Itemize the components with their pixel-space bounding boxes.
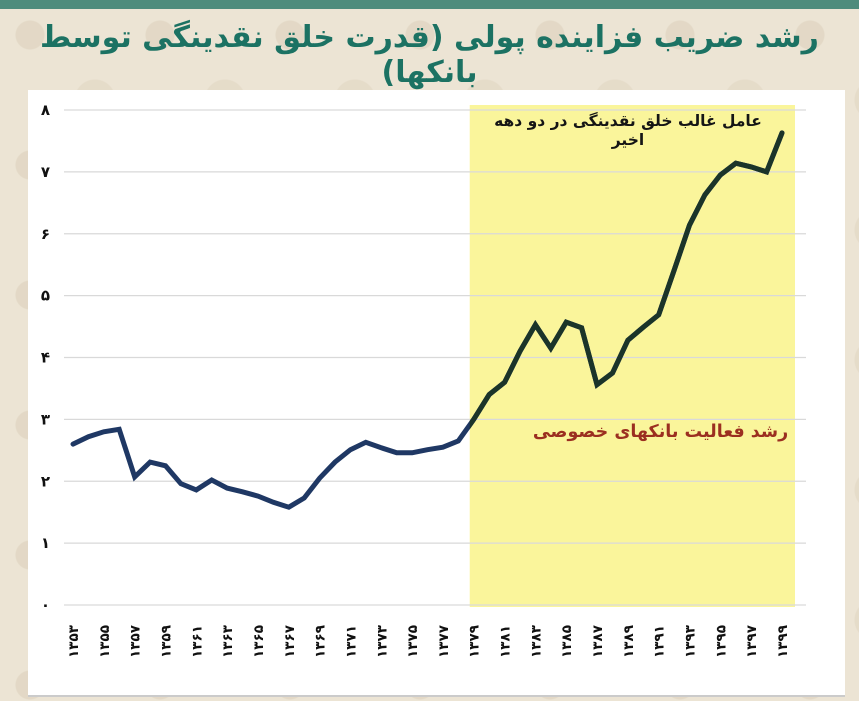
y-tick-label: ۸ xyxy=(41,101,50,119)
y-tick-label: ۱ xyxy=(41,534,50,552)
x-tick-label: ۱۳۹۳ xyxy=(683,624,699,658)
x-tick-label: ۱۳۵۹ xyxy=(158,625,174,658)
x-tick-label: ۱۳۶۳ xyxy=(220,624,236,658)
y-tick-label: ۷ xyxy=(41,163,50,181)
x-tick-label: ۱۳۸۹ xyxy=(621,625,637,658)
y-tick-label: ۶ xyxy=(41,225,50,243)
y-tick-label: ۵ xyxy=(41,287,50,305)
x-tick-label: ۱۳۷۵ xyxy=(405,625,421,658)
x-tick-label: ۱۳۶۹ xyxy=(313,625,329,658)
x-tick-label: ۱۳۶۱ xyxy=(189,625,205,658)
y-tick-label: ۳ xyxy=(41,410,50,428)
x-tick-label: ۱۳۹۹ xyxy=(775,625,791,658)
x-tick-label: ۱۳۷۷ xyxy=(436,624,452,658)
x-tick-label: ۱۳۸۳ xyxy=(528,624,544,658)
data-line-in-band xyxy=(469,130,785,430)
x-tick-label: ۱۳۸۵ xyxy=(559,625,575,658)
line-chart: ۰ ۱ ۲ ۳ ۴ ۵ ۶ ۷ ۸ ۱۳۵۳ ۱۳۵۵ ۱۳۵۷ ۱۳۵۹ ۱۳۶۱ ۱۳۶۳ ۱۳۶۵ ۱۳۶… xyxy=(41,101,806,658)
annotation-dominant-liquidity-factor: عامل غالب خلق نقدینگی در دو دهه اخیر xyxy=(494,112,762,150)
x-tick-label: ۱۳۷۳ xyxy=(374,624,390,658)
x-tick-label: ۱۳۵۷ xyxy=(128,624,144,658)
x-tick-label: ۱۳۶۷ xyxy=(282,624,298,658)
highlight-band xyxy=(469,105,795,607)
x-tick-label: ۱۳۷۱ xyxy=(343,625,359,658)
y-tick-label: ۰ xyxy=(41,596,50,614)
top-accent-bar xyxy=(0,0,859,9)
x-tick-label: ۱۳۷۹ xyxy=(467,625,483,658)
x-tick-label: ۱۳۶۵ xyxy=(251,625,267,658)
x-tick-label: ۱۳۵۵ xyxy=(97,625,113,658)
x-tick-label: ۱۳۸۷ xyxy=(590,624,606,658)
page-title: رشد ضریب فزاینده پولی (قدرت خلق نقدینگی … xyxy=(40,20,819,90)
x-tick-label: ۱۳۹۱ xyxy=(652,625,668,658)
x-tick-label: ۱۳۸۱ xyxy=(498,625,514,658)
annotation-private-banks-growth: رشد فعالیت بانکهای خصوصی xyxy=(532,422,789,442)
chart-panel: ۰ ۱ ۲ ۳ ۴ ۵ ۶ ۷ ۸ ۱۳۵۳ ۱۳۵۵ ۱۳۵۷ ۱۳۵۹ ۱۳۶۱ ۱۳۶۳ ۱۳۶۵ ۱۳۶… xyxy=(28,90,845,697)
y-tick-label: ۴ xyxy=(41,349,50,367)
x-tick-label: ۱۳۹۷ xyxy=(744,624,760,658)
x-tick-label: ۱۳۹۵ xyxy=(713,625,729,658)
x-tick-label: ۱۳۵۳ xyxy=(66,624,82,658)
y-tick-label: ۲ xyxy=(41,472,50,490)
